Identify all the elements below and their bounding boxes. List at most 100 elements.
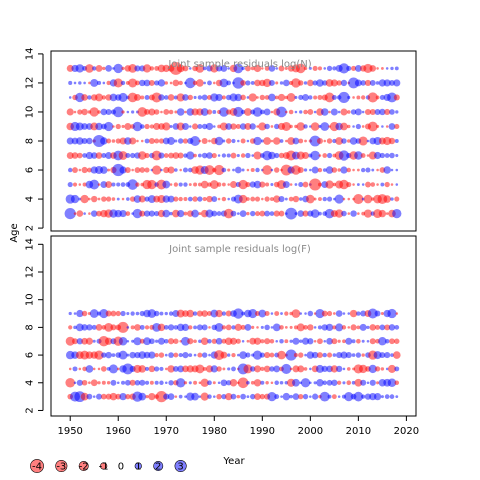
residual-bubble [148,338,155,345]
residual-bubble [274,152,280,159]
residual-bubble [264,311,270,317]
residual-bubble [303,81,308,85]
residual-bubble [197,124,203,129]
residual-bubble [100,166,108,174]
residual-bubble [289,183,293,186]
y-tick-label: 2 [25,407,36,413]
residual-bubble [326,65,333,72]
residual-bubble [128,64,137,73]
residual-bubble [339,179,349,190]
x-tick-label: 2010 [346,426,371,437]
residual-bubble [126,110,130,114]
residual-bubble [198,381,202,385]
residual-bubble [78,183,82,186]
residual-bubble [341,325,347,330]
residual-bubble [91,195,98,203]
residual-bubble [102,81,106,85]
residual-bubble [380,367,385,371]
residual-bubble [87,167,92,173]
residual-bubble [85,151,94,160]
residual-bubble [259,210,266,217]
residual-bubble [172,366,179,372]
residual-bubble [297,210,305,217]
residual-bubble [227,168,231,172]
residual-bubble [174,139,178,143]
residual-bubble [367,121,378,132]
legend-bubble [55,459,68,473]
legend-label: 0 [118,462,124,473]
residual-bubble [250,168,255,173]
residual-bubble [347,124,351,129]
residual-bubble [326,379,333,386]
residual-bubble [272,137,281,145]
residual-bubble [111,182,116,187]
residual-bubble [68,80,73,85]
residual-bubble [389,152,395,159]
residual-bubble [236,394,241,399]
residual-bubble [154,352,159,358]
residual-bubble [168,109,174,115]
residual-bubble [254,196,261,202]
residual-bubble [278,195,285,203]
residual-bubble [220,379,228,387]
residual-bubble [167,94,175,101]
residual-bubble [249,366,256,372]
residual-bubble [337,168,341,172]
residual-bubble [70,194,80,204]
residual-bubble [173,352,179,358]
residual-bubble [85,64,94,73]
residual-bubble [294,110,298,114]
residual-bubble [279,380,284,385]
residual-bubble [349,137,358,145]
residual-bubble [68,311,72,316]
residual-bubble [212,110,217,114]
residual-bubble [90,379,98,387]
residual-bubble [210,64,219,73]
residual-bubble [270,326,274,329]
residual-bubble [207,394,212,399]
residual-bubble [231,325,236,330]
residual-bubble [201,152,208,159]
y-tick-label: 4 [25,196,36,202]
residual-bubble [225,123,233,130]
residual-bubble [273,210,280,217]
residual-bubble [369,379,376,386]
residual-bubble [125,393,131,400]
residual-bubble [364,108,371,115]
residual-bubble [375,324,381,330]
residual-bubble [258,309,267,318]
residual-bubble [395,110,399,114]
residual-bubble [279,139,284,143]
residual-bubble [119,166,127,174]
residual-bubble [309,135,321,147]
residual-bubble [187,196,193,202]
residual-bubble [110,379,117,386]
residual-bubble [92,339,96,343]
residual-bubble [121,66,125,71]
residual-bubble [392,351,401,359]
residual-bubble [222,139,226,143]
residual-bubble [330,365,339,373]
residual-bubble [217,197,221,201]
residual-bubble [301,337,310,345]
residual-bubble [240,80,246,86]
residual-bubble [235,338,241,344]
residual-bubble [211,210,218,217]
residual-bubble [234,93,243,102]
residual-bubble [185,77,196,89]
x-tick-label: 2020 [394,426,419,437]
residual-bubble [105,181,113,188]
residual-bubble [349,309,358,318]
residual-bubble [313,95,318,100]
residual-bubble [330,108,338,116]
residual-bubble [360,153,366,158]
residual-bubble [353,193,364,205]
residual-bubble [294,183,298,186]
residual-bubble [88,212,91,215]
residual-bubble [292,365,300,373]
residual-bubble [105,310,112,317]
residual-bubble [361,394,366,399]
residual-bubble [351,65,357,71]
residual-bubble [164,367,168,371]
residual-bubble [81,137,88,145]
